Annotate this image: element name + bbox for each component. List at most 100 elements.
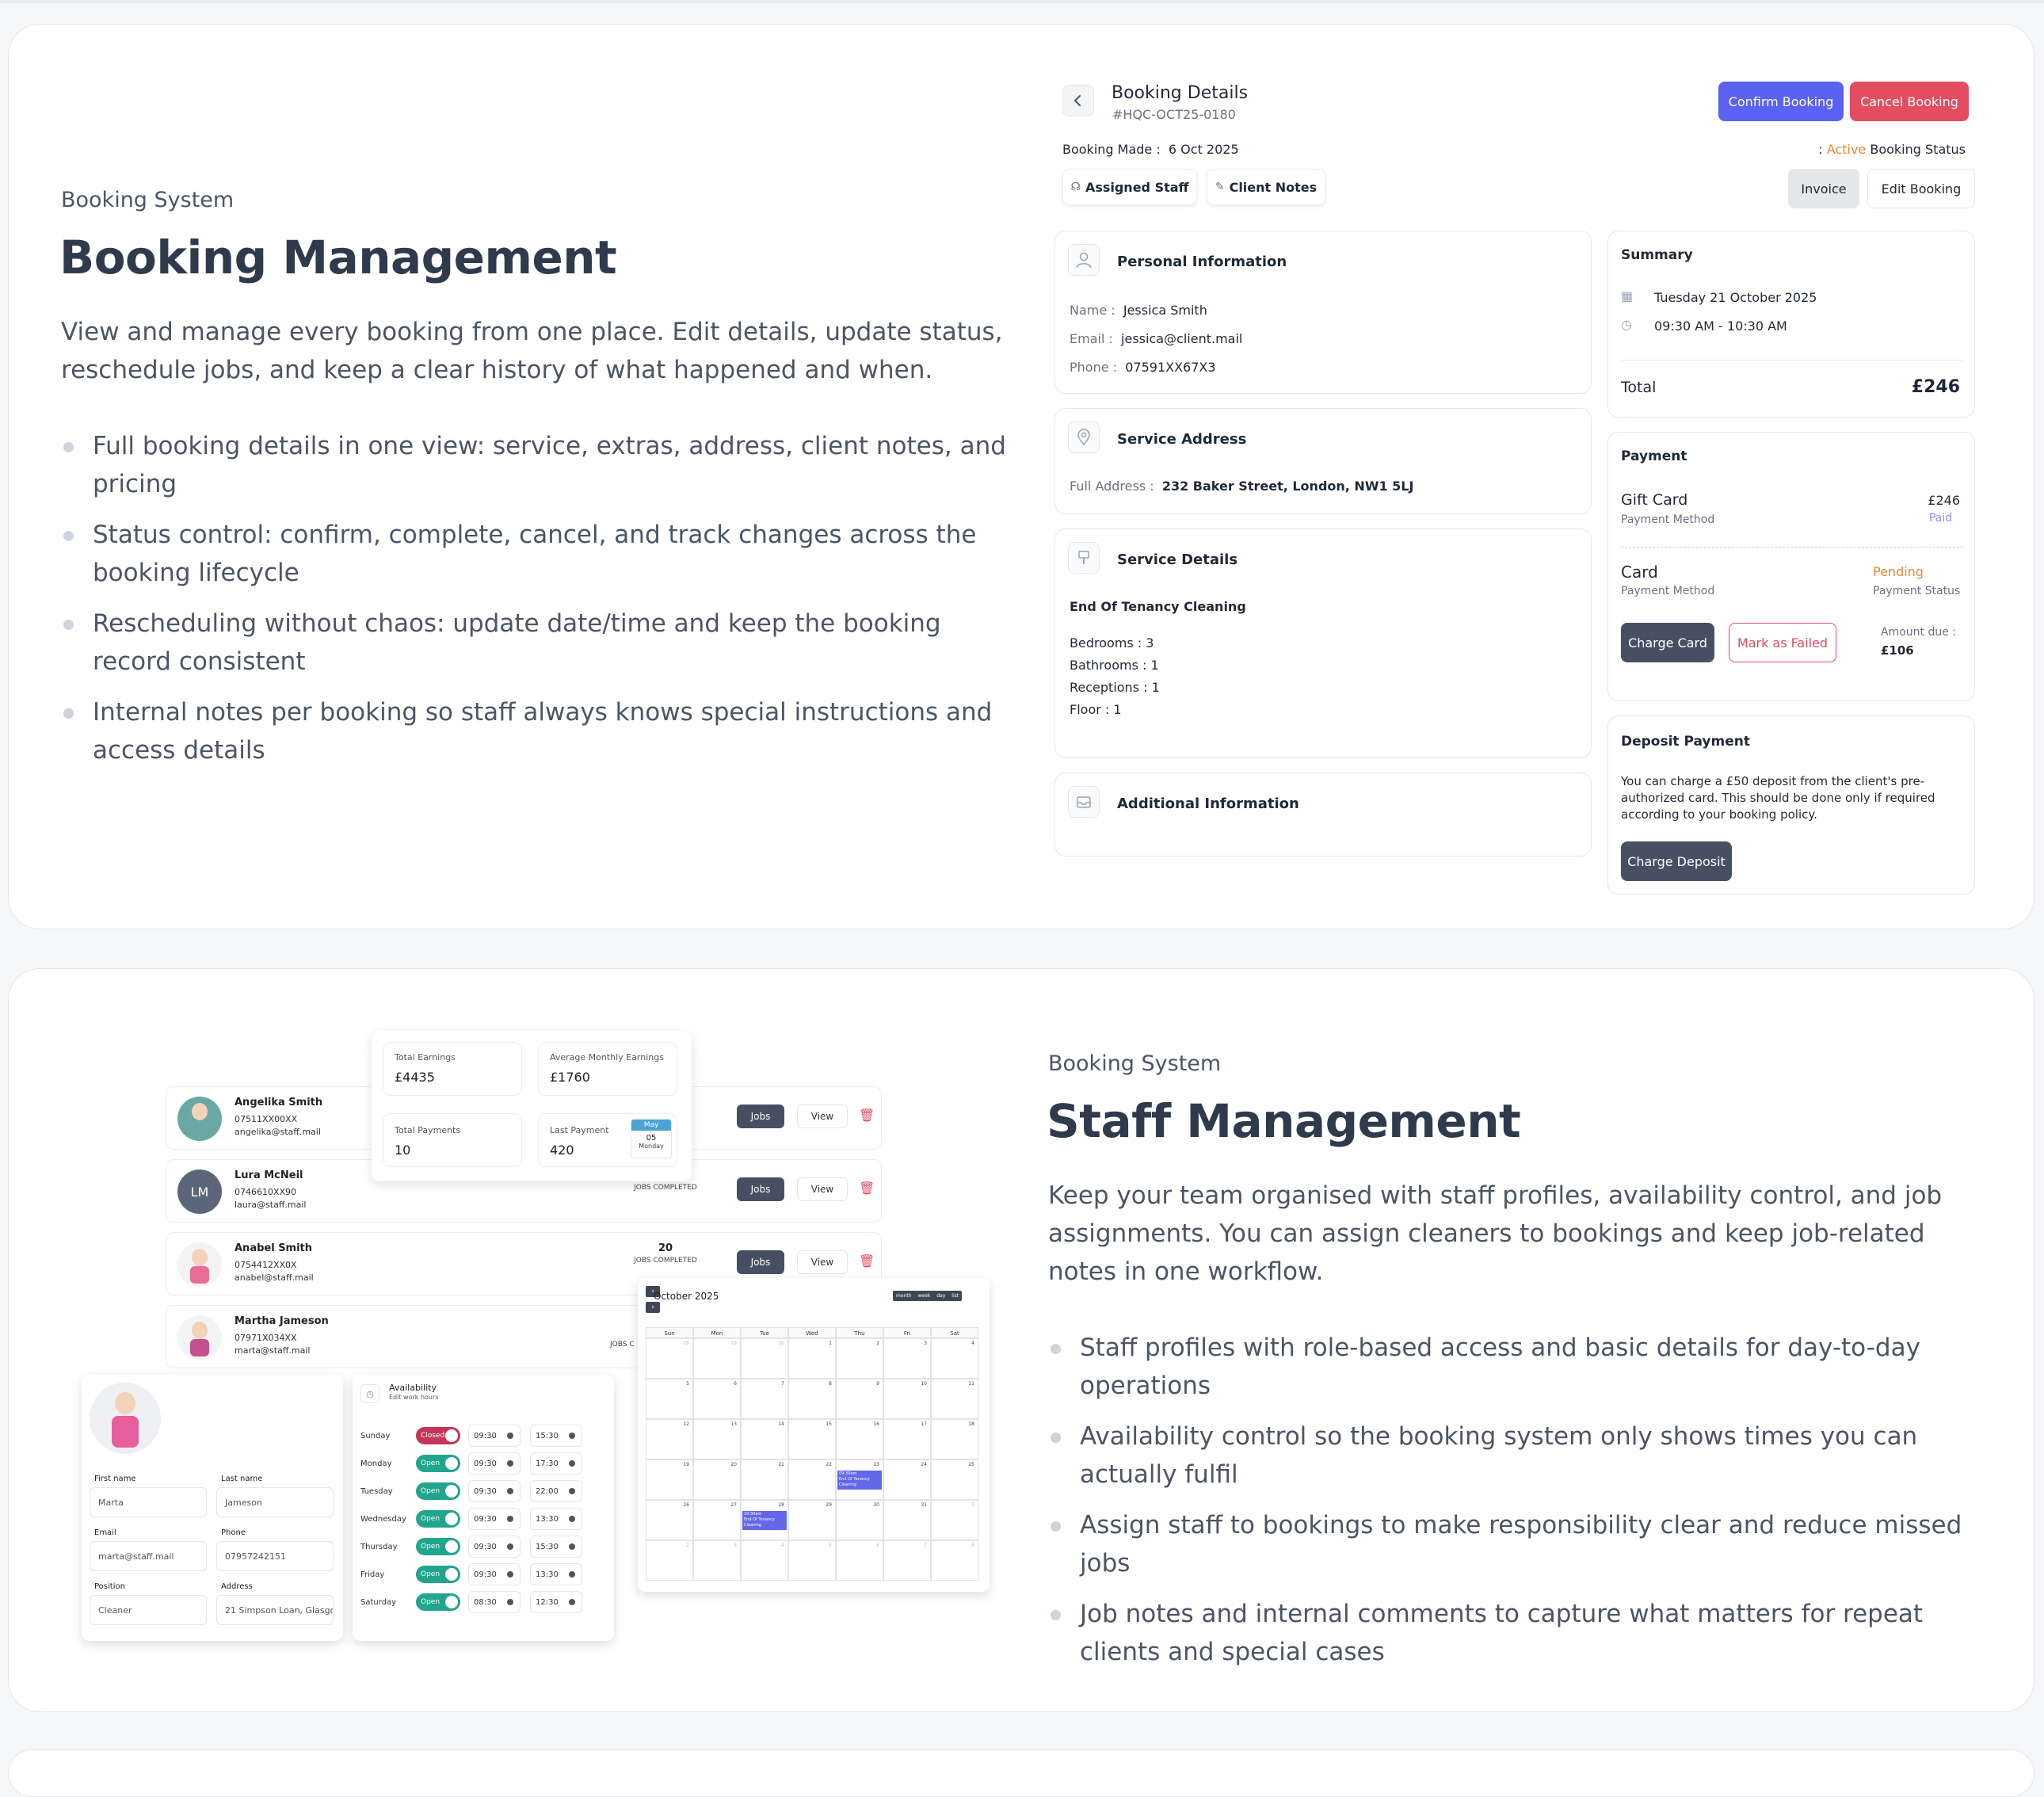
- weekday-header: Tue: [741, 1327, 788, 1338]
- calendar-day[interactable]: 12: [646, 1419, 693, 1459]
- jobs-button[interactable]: Jobs: [737, 1105, 784, 1128]
- edit-booking-button[interactable]: Edit Booking: [1867, 169, 1975, 208]
- calendar-day[interactable]: 11: [931, 1379, 978, 1419]
- to-time[interactable]: 22:00: [530, 1480, 582, 1502]
- day-toggle[interactable]: Open: [416, 1593, 460, 1611]
- day-toggle[interactable]: Closed: [416, 1427, 460, 1444]
- day-toggle[interactable]: Open: [416, 1510, 460, 1528]
- calendar-day[interactable]: 31: [883, 1500, 931, 1540]
- view-list[interactable]: list: [951, 1293, 959, 1299]
- view-day[interactable]: day: [936, 1293, 946, 1299]
- booking-details-title: Booking Details: [1112, 83, 1249, 103]
- jobs-button[interactable]: Jobs: [737, 1177, 784, 1201]
- calendar-day[interactable]: 3: [883, 1338, 931, 1379]
- calendar-day[interactable]: 1: [931, 1500, 978, 1540]
- day-toggle[interactable]: Open: [416, 1455, 460, 1472]
- calendar-day[interactable]: 17: [883, 1419, 931, 1459]
- calendar-event[interactable]: 10:30am End Of Tenancy Cleaning: [742, 1511, 787, 1530]
- calendar-day[interactable]: 30: [836, 1500, 883, 1540]
- charge-card-button[interactable]: Charge Card: [1621, 623, 1714, 662]
- from-time[interactable]: 09:30: [468, 1508, 521, 1530]
- from-time[interactable]: 08:30: [468, 1591, 521, 1613]
- additional-information-panel[interactable]: Additional Information: [1054, 773, 1592, 857]
- tab-client-notes[interactable]: ✎ Client Notes: [1207, 169, 1325, 205]
- day-toggle[interactable]: Open: [416, 1538, 460, 1555]
- view-button[interactable]: View: [797, 1105, 848, 1128]
- trash-icon[interactable]: 🗑: [859, 1108, 875, 1123]
- calendar-day[interactable]: 15: [788, 1419, 836, 1459]
- day-toggle[interactable]: Open: [416, 1566, 460, 1583]
- to-time[interactable]: 13:30: [530, 1508, 582, 1530]
- calendar-day[interactable]: 14: [741, 1419, 788, 1459]
- to-time[interactable]: 15:30: [530, 1536, 582, 1558]
- calendar-day[interactable]: 16: [836, 1419, 883, 1459]
- calendar-day[interactable]: 3: [693, 1540, 741, 1581]
- calendar-day[interactable]: 2: [646, 1540, 693, 1581]
- day-toggle[interactable]: Open: [416, 1482, 460, 1500]
- to-time[interactable]: 12:30: [530, 1591, 582, 1613]
- from-time[interactable]: 09:30: [468, 1536, 521, 1558]
- calendar-day[interactable]: 27: [693, 1500, 741, 1540]
- calendar-day[interactable]: 20: [693, 1459, 741, 1500]
- calendar-day[interactable]: 4: [931, 1338, 978, 1379]
- calendar-day[interactable]: 6: [836, 1540, 883, 1581]
- first-name-field[interactable]: Marta: [90, 1487, 207, 1517]
- calendar-day[interactable]: 21: [741, 1459, 788, 1500]
- calendar-day[interactable]: 18: [931, 1419, 978, 1459]
- calendar-day[interactable]: 30: [741, 1338, 788, 1379]
- calendar-day[interactable]: 10: [883, 1379, 931, 1419]
- from-time[interactable]: 09:30: [468, 1480, 521, 1502]
- calendar-day[interactable]: 8: [931, 1540, 978, 1581]
- trash-icon[interactable]: 🗑: [859, 1181, 875, 1196]
- view-button[interactable]: View: [797, 1177, 848, 1201]
- calendar-day[interactable]: 7: [741, 1379, 788, 1419]
- stat-label: Average Monthly Earnings: [550, 1052, 664, 1063]
- back-button[interactable]: [1062, 85, 1094, 116]
- calendar-day[interactable]: 5: [646, 1379, 693, 1419]
- from-time[interactable]: 09:30: [468, 1425, 521, 1447]
- cancel-booking-button[interactable]: Cancel Booking: [1850, 82, 1969, 121]
- calendar-day[interactable]: 28: [741, 1500, 788, 1540]
- calendar-day[interactable]: 5: [788, 1540, 836, 1581]
- from-time[interactable]: 09:30: [468, 1563, 521, 1585]
- tab-assigned-staff[interactable]: ☊ Assigned Staff: [1062, 169, 1197, 205]
- from-time[interactable]: 09:30: [468, 1452, 521, 1475]
- jobs-button[interactable]: Jobs: [737, 1250, 784, 1274]
- view-month[interactable]: month: [896, 1293, 912, 1299]
- to-time[interactable]: 15:30: [530, 1425, 582, 1447]
- calendar-day[interactable]: 28: [646, 1338, 693, 1379]
- view-week[interactable]: week: [917, 1293, 931, 1299]
- invoice-button[interactable]: Invoice: [1788, 169, 1859, 208]
- next-month-button[interactable]: ›: [646, 1302, 660, 1313]
- calendar-day[interactable]: 7: [883, 1540, 931, 1581]
- calendar-day[interactable]: 19: [646, 1459, 693, 1500]
- calendar-day[interactable]: 23: [836, 1459, 883, 1500]
- confirm-booking-button[interactable]: Confirm Booking: [1718, 82, 1844, 121]
- email-field[interactable]: marta@staff.mail: [90, 1541, 207, 1571]
- mark-as-failed-button[interactable]: Mark as Failed: [1729, 623, 1836, 662]
- calendar-day[interactable]: 29: [693, 1338, 741, 1379]
- to-time[interactable]: 17:30: [530, 1452, 582, 1475]
- calendar-day[interactable]: 4: [741, 1540, 788, 1581]
- calendar-day[interactable]: 9: [836, 1379, 883, 1419]
- trash-icon[interactable]: 🗑: [859, 1253, 875, 1269]
- prev-month-button[interactable]: ‹: [646, 1286, 660, 1297]
- calendar-day[interactable]: 25: [931, 1459, 978, 1500]
- calendar-day[interactable]: 29: [788, 1500, 836, 1540]
- phone-field[interactable]: 07957242151: [216, 1541, 334, 1571]
- calendar-day[interactable]: 24: [883, 1459, 931, 1500]
- calendar-day[interactable]: 1: [788, 1338, 836, 1379]
- charge-deposit-button[interactable]: Charge Deposit: [1621, 841, 1732, 881]
- calendar-day[interactable]: 22: [788, 1459, 836, 1500]
- calendar-day[interactable]: 6: [693, 1379, 741, 1419]
- calendar-day[interactable]: 2: [836, 1338, 883, 1379]
- address-field[interactable]: 21 Simpson Loan, Glasgow: [216, 1595, 334, 1625]
- calendar-event[interactable]: 09:30am End Of Tenancy Cleaning: [837, 1471, 882, 1490]
- to-time[interactable]: 13:30: [530, 1563, 582, 1585]
- last-name-field[interactable]: Jameson: [216, 1487, 334, 1517]
- position-field[interactable]: Cleaner: [90, 1595, 207, 1625]
- view-button[interactable]: View: [797, 1250, 848, 1274]
- calendar-day[interactable]: 8: [788, 1379, 836, 1419]
- calendar-day[interactable]: 26: [646, 1500, 693, 1540]
- calendar-day[interactable]: 13: [693, 1419, 741, 1459]
